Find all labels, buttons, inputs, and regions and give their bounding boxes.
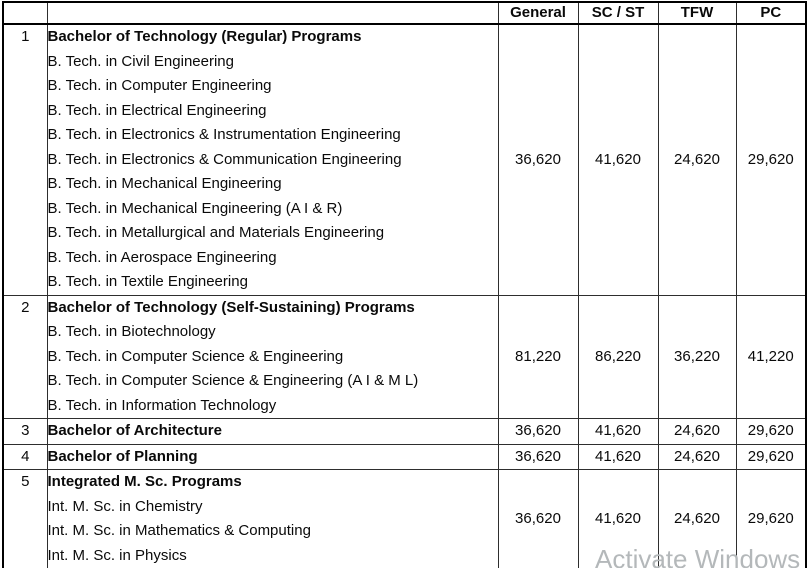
program-list: Int. M. Sc. in Chemistry Int. M. Sc. in M… xyxy=(47,495,497,568)
fee-pc: 41,220 xyxy=(735,294,807,419)
program-item: B. Tech. in Mechanical Engineering xyxy=(47,175,282,192)
program-item: B. Tech. in Civil Engineering xyxy=(47,52,234,70)
program-cell: Bachelor of Technology (Regular) Program… xyxy=(46,23,499,296)
program-group-title: Bachelor of Technology (Self-Sustaining)… xyxy=(47,298,415,316)
program-item: Int. M. Sc. in Chemistry xyxy=(47,497,203,515)
fee-general: 81,220 xyxy=(497,294,579,419)
fee-pc: 29,620 xyxy=(735,443,807,470)
row-number: 2 xyxy=(2,294,48,419)
fee-general: 36,620 xyxy=(497,418,579,445)
table-row-btech-regular: 1 Bachelor of Technology (Regular) Progr… xyxy=(2,23,807,296)
fee-general: 36,620 xyxy=(497,443,579,470)
program-item: B. Tech. in Information Technology xyxy=(47,396,277,414)
program-cell: Bachelor of Planning xyxy=(46,443,499,470)
program-item: B. Tech. in Computer Science & Engineeri… xyxy=(47,347,344,365)
fee-tfw: 24,620 xyxy=(657,469,737,568)
program-item: B. Tech. in Textile Engineering xyxy=(47,273,248,290)
table-row-architecture: 3 Bachelor of Architecture 36,620 41,620… xyxy=(2,418,807,445)
program-item: B. Tech. in Metallurgical and Materials … xyxy=(47,224,385,241)
table-row-integrated-msc: 5 Integrated M. Sc. Programs Int. M. Sc.… xyxy=(2,469,807,568)
program-item: B. Tech. in Aerospace Engineering xyxy=(47,248,277,266)
header-num xyxy=(2,1,48,25)
program-cell: Integrated M. Sc. Programs Int. M. Sc. i… xyxy=(46,469,499,568)
program-item: B. Tech. in Computer Science & Engineeri… xyxy=(47,372,419,389)
fee-sc-st: 41,620 xyxy=(577,443,659,470)
table-row-btech-self-sustaining: 2 Bachelor of Technology (Self-Sustainin… xyxy=(2,294,807,419)
program-group-title: Bachelor of Technology (Regular) Program… xyxy=(47,28,362,45)
row-number: 5 xyxy=(2,469,48,568)
program-item: B. Tech. in Biotechnology xyxy=(47,323,216,340)
fee-sc-st: 41,620 xyxy=(577,23,659,296)
fee-tfw: 36,220 xyxy=(657,294,737,419)
header-tfw: TFW xyxy=(657,1,737,25)
program-group-title: Integrated M. Sc. Programs xyxy=(47,473,242,490)
program-item: Int. M. Sc. in Mathematics & Computing xyxy=(47,522,311,539)
fee-pc: 29,620 xyxy=(735,469,807,568)
program-item: Int. M. Sc. in Physics xyxy=(47,546,187,564)
header-sc-st: SC / ST xyxy=(577,1,659,25)
program-list: B. Tech. in Civil Engineering B. Tech. in… xyxy=(47,50,497,295)
fee-sc-st: 41,620 xyxy=(577,418,659,445)
program-list: B. Tech. in Biotechnology B. Tech. in Com… xyxy=(47,320,497,418)
header-pc: PC xyxy=(735,1,807,25)
row-number: 1 xyxy=(2,23,48,296)
program-item: B. Tech. in Mechanical Engineering (A I … xyxy=(47,199,343,217)
fee-tfw: 24,620 xyxy=(657,443,737,470)
program-group-title: Bachelor of Planning xyxy=(47,447,198,465)
program-item: B. Tech. in Electronics & Instrumentatio… xyxy=(47,126,401,143)
program-item: B. Tech. in Computer Engineering xyxy=(47,77,272,94)
fee-tfw: 24,620 xyxy=(657,418,737,445)
fee-general: 36,620 xyxy=(497,23,579,296)
row-number: 3 xyxy=(2,418,48,445)
fee-tfw: 24,620 xyxy=(657,23,737,296)
header-general: General xyxy=(497,1,579,25)
program-item: B. Tech. in Electrical Engineering xyxy=(47,101,267,119)
program-group-title: Bachelor of Architecture xyxy=(47,422,222,439)
table-row-planning: 4 Bachelor of Planning 36,620 41,620 24,… xyxy=(2,443,807,470)
fee-pc: 29,620 xyxy=(735,23,807,296)
header-row: General SC / ST TFW PC xyxy=(2,1,807,25)
fee-sc-st: 41,620 xyxy=(577,469,659,568)
fee-sc-st: 86,220 xyxy=(577,294,659,419)
program-cell: Bachelor of Technology (Self-Sustaining)… xyxy=(46,294,499,419)
program-item: B. Tech. in Electronics & Communication … xyxy=(47,150,402,168)
fee-pc: 29,620 xyxy=(735,418,807,445)
header-program xyxy=(46,1,499,25)
row-number: 4 xyxy=(2,443,48,470)
fee-general: 36,620 xyxy=(497,469,579,568)
program-cell: Bachelor of Architecture xyxy=(46,418,499,445)
